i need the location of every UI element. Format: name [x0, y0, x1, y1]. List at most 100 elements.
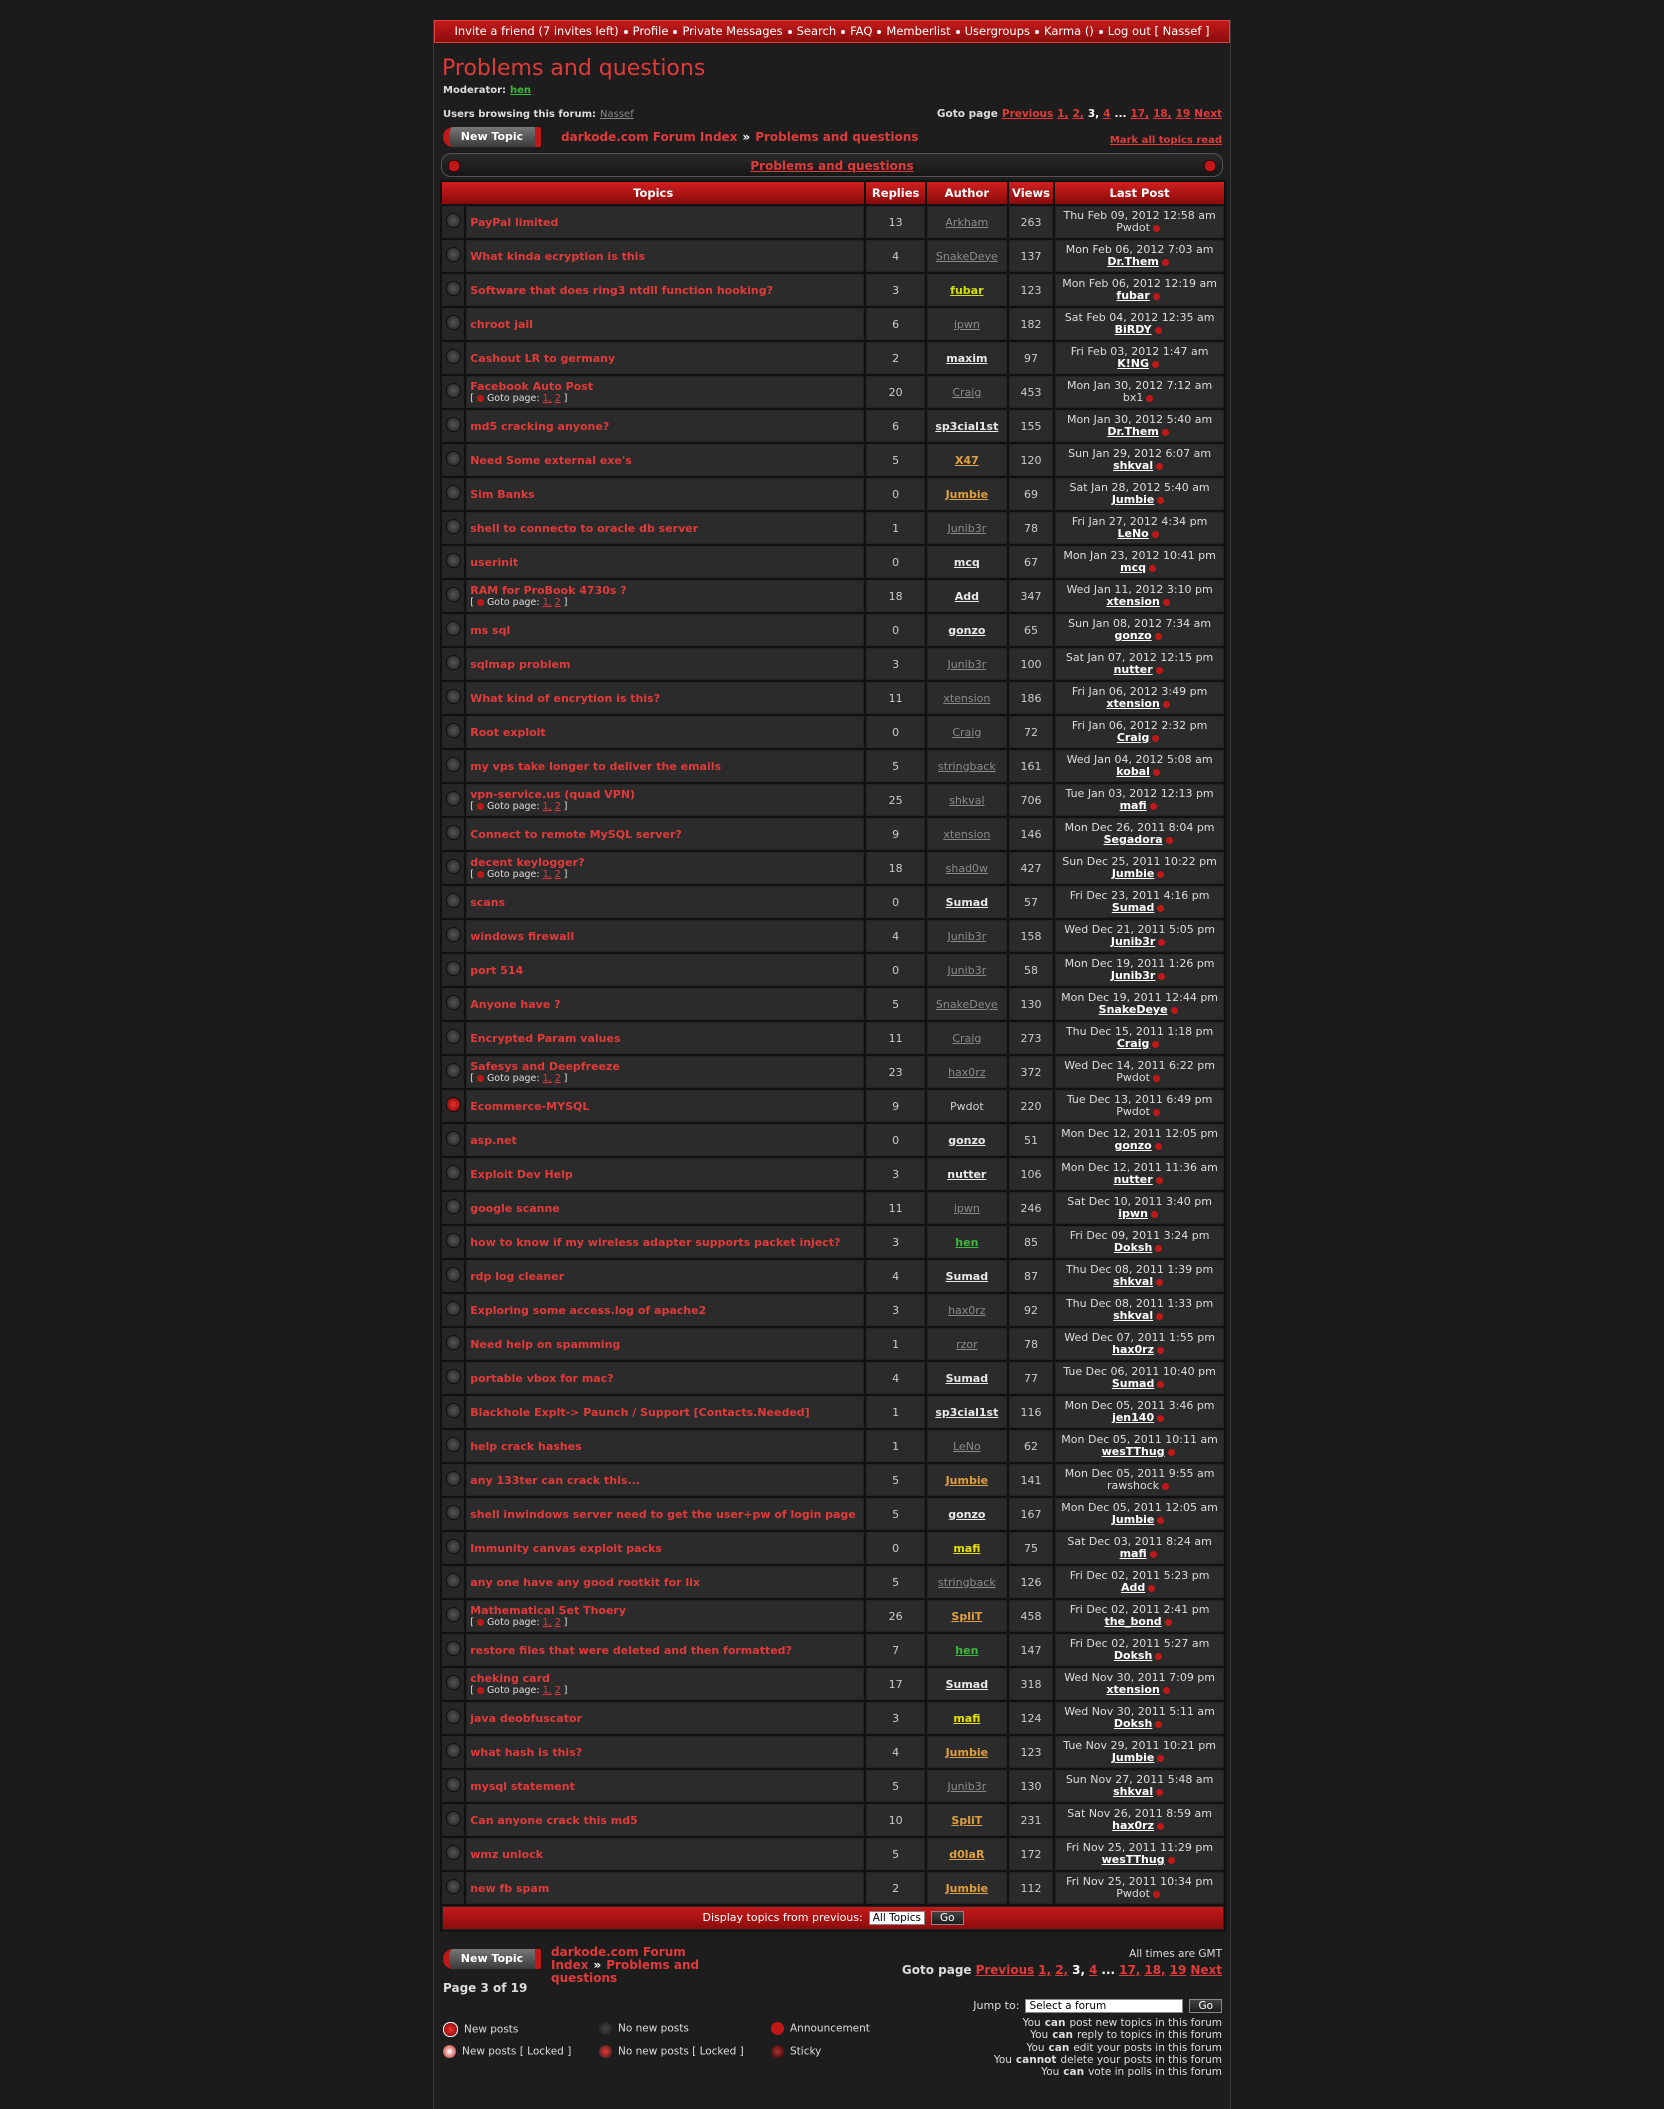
last-post-icon[interactable] — [1161, 258, 1169, 266]
author-link[interactable]: Junib3r — [947, 1779, 987, 1793]
topic-title[interactable]: Immunity canvas exploit packs — [470, 1541, 662, 1555]
last-poster[interactable]: Junib3r — [1110, 969, 1156, 982]
last-post-icon[interactable] — [1157, 1516, 1165, 1524]
author-link[interactable]: fubar — [950, 283, 984, 297]
author-link[interactable]: Sumad — [945, 1371, 989, 1385]
author-link[interactable]: sp3cial1st — [935, 1405, 999, 1419]
topic-title[interactable]: Facebook Auto Post — [470, 380, 594, 393]
last-post-icon[interactable] — [1157, 904, 1165, 912]
author-link[interactable]: shad0w — [945, 861, 989, 875]
last-post-icon[interactable] — [1156, 1788, 1164, 1796]
last-poster[interactable]: mafi — [1119, 1547, 1147, 1560]
last-post-icon[interactable] — [1155, 1720, 1163, 1728]
author-link[interactable]: stringback — [937, 1575, 996, 1589]
author-link[interactable]: SpliT — [951, 1813, 983, 1827]
topic-title[interactable]: Root exploit — [470, 725, 546, 739]
nav-link[interactable]: Private Messages — [682, 24, 783, 38]
author-link[interactable]: SnakeDeye — [935, 249, 998, 263]
last-poster[interactable]: nutter — [1113, 663, 1153, 676]
goto-page-link[interactable]: 1, — [542, 1617, 552, 1628]
last-poster[interactable]: shkval — [1113, 459, 1154, 472]
page-link[interactable]: 17, — [1119, 1963, 1141, 1977]
topic-title[interactable]: java deobfuscator — [470, 1711, 582, 1725]
goto-page-link[interactable]: 2 — [554, 393, 561, 404]
breadcrumb-link[interactable]: darkode.com Forum Index — [551, 1945, 686, 1972]
last-poster[interactable]: fubar — [1116, 289, 1150, 302]
jump-select[interactable]: Select a forum — [1025, 1999, 1184, 2013]
author-link[interactable]: nutter — [947, 1167, 987, 1181]
page-link[interactable]: 1, — [1038, 1963, 1052, 1977]
last-post-icon[interactable] — [1152, 768, 1160, 776]
topic-title[interactable]: port 514 — [470, 963, 524, 977]
last-post-icon[interactable] — [1155, 1652, 1163, 1660]
last-post-icon[interactable] — [1155, 1244, 1163, 1252]
forum-bar-title[interactable]: Problems and questions — [750, 159, 914, 173]
nav-link[interactable]: Memberlist — [886, 24, 951, 38]
goto-page-link[interactable]: 1, — [542, 597, 552, 608]
last-poster[interactable]: wesTThug — [1101, 1853, 1165, 1866]
topic-title[interactable]: Can anyone crack this md5 — [470, 1813, 638, 1827]
last-post-icon[interactable] — [1157, 1380, 1165, 1388]
last-post-icon[interactable] — [1149, 802, 1157, 810]
author-link[interactable]: Sumad — [945, 1677, 989, 1691]
page-link[interactable]: Previous — [1001, 108, 1054, 120]
last-post-icon[interactable] — [1152, 734, 1160, 742]
page-link[interactable]: Previous — [975, 1963, 1035, 1977]
page-link[interactable]: 17, — [1130, 108, 1150, 120]
last-poster[interactable]: Jumbie — [1111, 867, 1155, 880]
author-link[interactable]: mafi — [953, 1541, 981, 1555]
author-link[interactable]: hen — [955, 1235, 979, 1249]
browsing-user[interactable]: Nassef — [600, 109, 634, 120]
author-link[interactable]: xtension — [943, 691, 991, 705]
author-link[interactable]: SnakeDeye — [935, 997, 998, 1011]
topic-title[interactable]: What kinda ecryption is this — [470, 249, 645, 263]
last-poster[interactable]: Jumbie — [1111, 1513, 1155, 1526]
last-post-icon[interactable] — [1148, 1584, 1156, 1592]
topic-title[interactable]: help crack hashes — [470, 1439, 582, 1453]
nav-link[interactable]: Profile — [632, 24, 669, 38]
topic-title[interactable]: Sim Banks — [470, 487, 535, 501]
topic-title[interactable]: What kind of encrytion is this? — [470, 691, 661, 705]
last-post-icon[interactable] — [1162, 598, 1170, 606]
topic-title[interactable]: Software that does ring3 ntdll function … — [470, 283, 773, 297]
topic-title[interactable]: any 133ter can crack this... — [470, 1473, 640, 1487]
last-post-icon[interactable] — [1157, 1346, 1165, 1354]
topic-title[interactable]: ms sql — [470, 623, 511, 637]
last-post-icon[interactable] — [1155, 1176, 1163, 1184]
last-post-icon[interactable] — [1156, 462, 1164, 470]
last-poster[interactable]: Add — [1120, 1581, 1146, 1594]
last-poster[interactable]: jen140 — [1112, 1411, 1155, 1424]
topic-title[interactable]: restore files that were deleted and then… — [470, 1643, 792, 1657]
topic-title[interactable]: Need Some external exe's — [470, 453, 632, 467]
topic-title[interactable]: scans — [470, 895, 506, 909]
last-post-icon[interactable] — [1167, 1448, 1175, 1456]
author-link[interactable]: gonzo — [948, 1133, 986, 1147]
goto-page-link[interactable]: 1, — [542, 1685, 552, 1696]
topic-title[interactable]: md5 cracking anyone? — [470, 419, 610, 433]
last-post-icon[interactable] — [1152, 1890, 1160, 1898]
last-post-icon[interactable] — [1150, 1210, 1158, 1218]
last-poster[interactable]: gonzo — [1114, 629, 1152, 642]
last-post-icon[interactable] — [1146, 394, 1154, 402]
last-poster[interactable]: SnakeDeye — [1098, 1003, 1168, 1016]
topic-title[interactable]: new fb spam — [470, 1881, 550, 1895]
last-post-icon[interactable] — [1161, 428, 1169, 436]
nav-link[interactable]: Search — [796, 24, 837, 38]
page-link[interactable]: 2, — [1055, 1963, 1069, 1977]
topic-title[interactable]: Cashout LR to germany — [470, 351, 616, 365]
last-post-icon[interactable] — [1149, 564, 1157, 572]
author-link[interactable]: Junib3r — [947, 929, 987, 943]
topic-title[interactable]: shell inwindows server need to get the u… — [470, 1507, 856, 1521]
author-link[interactable]: Sumad — [945, 1269, 989, 1283]
author-link[interactable]: Craig — [952, 1031, 982, 1045]
last-post-icon[interactable] — [1157, 1754, 1165, 1762]
author-link[interactable]: Craig — [952, 725, 982, 739]
last-poster[interactable]: Doksh — [1113, 1717, 1153, 1730]
author-link[interactable]: gonzo — [948, 623, 986, 637]
topic-title[interactable]: Connect to remote MySQL server? — [470, 827, 682, 841]
last-poster[interactable]: Dr.Them — [1107, 425, 1159, 438]
goto-page-link[interactable]: 1, — [542, 869, 552, 880]
last-poster[interactable]: ipwn — [1118, 1207, 1148, 1220]
topic-title[interactable]: Need help on spamming — [470, 1337, 621, 1351]
last-post-icon[interactable] — [1157, 1822, 1165, 1830]
